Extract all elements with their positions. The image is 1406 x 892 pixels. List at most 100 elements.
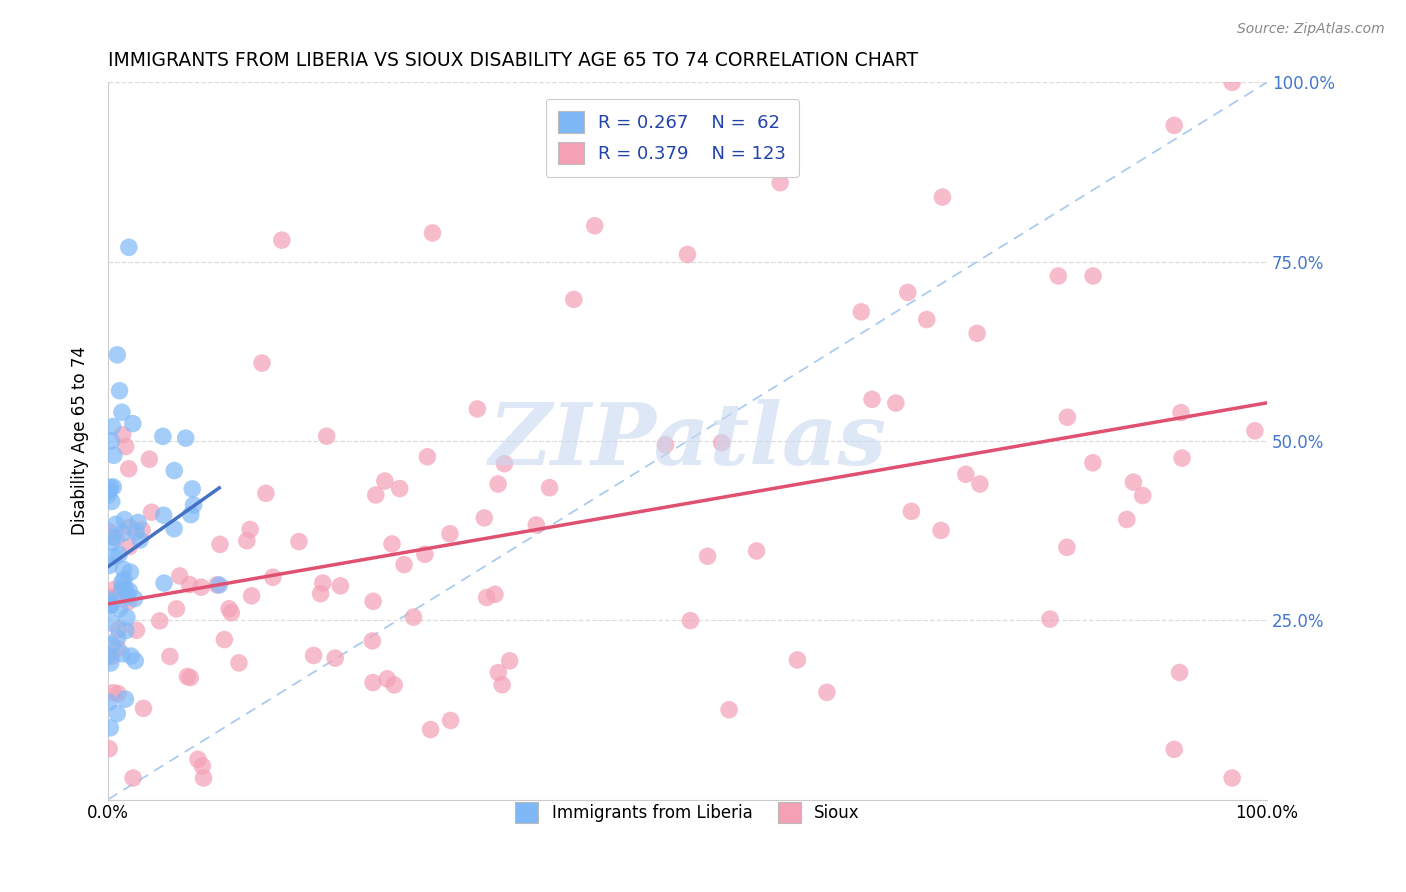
Point <box>392 558 415 572</box>
Point <box>323 651 346 665</box>
Point <box>208 578 231 592</box>
Point <box>486 477 509 491</box>
Point <box>1056 410 1078 425</box>
Y-axis label: Disability Age 65 to 74: Disability Age 65 to 74 <box>72 346 89 535</box>
Point <box>494 457 516 471</box>
Point <box>179 671 201 685</box>
Point <box>176 669 198 683</box>
Point <box>955 467 977 482</box>
Point <box>111 575 134 590</box>
Point <box>218 601 240 615</box>
Point <box>375 672 398 686</box>
Point <box>309 587 332 601</box>
Point <box>98 599 121 613</box>
Point <box>208 537 231 551</box>
Point <box>472 511 495 525</box>
Point <box>270 233 292 247</box>
Point <box>120 565 142 579</box>
Point <box>103 549 125 564</box>
Point <box>110 584 132 599</box>
Point <box>1081 268 1104 283</box>
Point <box>710 435 733 450</box>
Point <box>118 520 141 534</box>
Point <box>98 558 121 573</box>
Point <box>163 522 186 536</box>
Point <box>107 687 129 701</box>
Point <box>538 481 561 495</box>
Point <box>475 591 498 605</box>
Point <box>654 438 676 452</box>
Point <box>121 417 143 431</box>
Point <box>98 483 121 498</box>
Point <box>439 526 461 541</box>
Point <box>769 176 792 190</box>
Point <box>860 392 883 407</box>
Point <box>118 240 141 254</box>
Point <box>1039 612 1062 626</box>
Point <box>108 384 131 398</box>
Point <box>103 448 125 462</box>
Point <box>107 623 129 637</box>
Point <box>931 190 953 204</box>
Point <box>101 535 124 549</box>
Point <box>114 513 136 527</box>
Point <box>124 654 146 668</box>
Point <box>174 431 197 445</box>
Point <box>897 285 920 300</box>
Point <box>111 647 134 661</box>
Point <box>413 547 436 561</box>
Point <box>381 537 404 551</box>
Point <box>679 614 702 628</box>
Point <box>361 634 384 648</box>
Point <box>884 396 907 410</box>
Point <box>221 606 243 620</box>
Point <box>152 429 174 443</box>
Point <box>676 247 699 261</box>
Point <box>236 533 259 548</box>
Point <box>125 524 148 539</box>
Point <box>718 703 741 717</box>
Point <box>969 477 991 491</box>
Point <box>129 533 152 547</box>
Point <box>374 474 396 488</box>
Point <box>361 594 384 608</box>
Point <box>361 675 384 690</box>
Point <box>1168 665 1191 680</box>
Point <box>103 686 125 700</box>
Point <box>163 464 186 478</box>
Point <box>1171 451 1194 466</box>
Point <box>1056 541 1078 555</box>
Point <box>97 695 120 709</box>
Point <box>114 582 136 596</box>
Point <box>132 701 155 715</box>
Point <box>125 624 148 638</box>
Point <box>152 508 174 523</box>
Point <box>159 649 181 664</box>
Point <box>124 591 146 606</box>
Point <box>112 581 135 595</box>
Point <box>105 348 128 362</box>
Point <box>1244 424 1267 438</box>
Point <box>98 721 121 735</box>
Point <box>101 616 124 631</box>
Point <box>254 486 277 500</box>
Point <box>165 602 187 616</box>
Point <box>97 590 120 604</box>
Point <box>966 326 988 341</box>
Point <box>486 665 509 680</box>
Point <box>929 524 952 538</box>
Point <box>851 305 873 319</box>
Point <box>228 656 250 670</box>
Point <box>1220 75 1243 89</box>
Point <box>1122 475 1144 489</box>
Point <box>105 640 128 655</box>
Point <box>815 685 838 699</box>
Point <box>179 577 201 591</box>
Point <box>108 602 131 616</box>
Point <box>1081 456 1104 470</box>
Point <box>127 516 149 530</box>
Point <box>1220 771 1243 785</box>
Point <box>122 771 145 785</box>
Point <box>416 450 439 464</box>
Point <box>382 678 405 692</box>
